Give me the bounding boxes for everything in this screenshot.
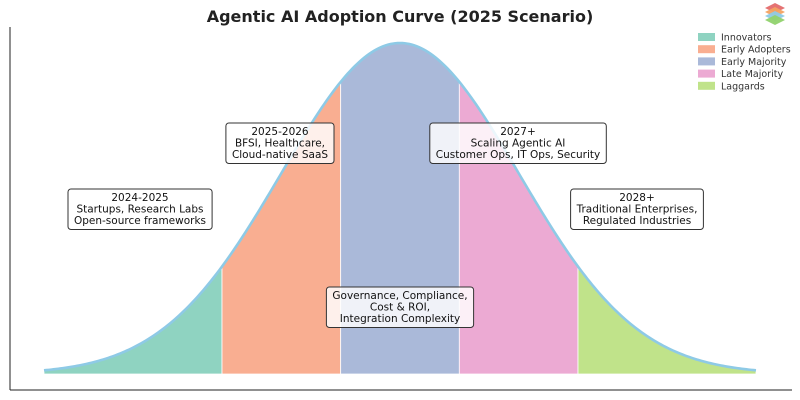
segment-laggards bbox=[577, 265, 757, 375]
annotation-box: Governance, Compliance,Cost & ROI,Integr… bbox=[325, 286, 475, 328]
annotation-line: Cost & ROI, bbox=[370, 302, 430, 314]
legend-swatch bbox=[698, 33, 715, 41]
annotation-frame bbox=[225, 122, 335, 164]
annotation-frame bbox=[325, 286, 475, 328]
annotation-line: Traditional Enterprises, bbox=[576, 204, 698, 216]
chart-title: Agentic AI Adoption Curve (2025 Scenario… bbox=[207, 7, 594, 26]
annotation-line: Open-source frameworks bbox=[74, 215, 206, 227]
annotation-line: Cloud-native SaaS bbox=[232, 149, 328, 161]
annotation-line: 2028+ bbox=[619, 192, 655, 204]
annotation-frame bbox=[570, 188, 704, 230]
legend-label: Early Majority bbox=[721, 57, 787, 68]
annotation-line: Integration Complexity bbox=[340, 313, 461, 325]
annotation-line: 2027+ bbox=[500, 126, 536, 138]
annotation-line: Scaling Agentic AI bbox=[471, 138, 566, 150]
annotation-line: Governance, Compliance, bbox=[332, 290, 467, 302]
adoption-curve-line bbox=[43, 41, 757, 372]
annotation-line: 2025-2026 bbox=[251, 126, 309, 138]
annotation-line: BFSI, Healthcare, bbox=[235, 138, 325, 150]
annotation-frame bbox=[429, 122, 607, 164]
legend-label: Early Adopters bbox=[721, 45, 791, 56]
legend-swatch bbox=[698, 45, 715, 54]
annotation-line: Customer Ops, IT Ops, Security bbox=[436, 149, 600, 161]
legend-swatch bbox=[698, 81, 715, 90]
annotation-line: 2024-2025 bbox=[111, 192, 168, 204]
legend-swatch bbox=[698, 69, 715, 78]
annotation-line: Regulated Industries bbox=[583, 215, 691, 227]
annotation-line: Startups, Research Labs bbox=[76, 204, 203, 216]
legend-label: Laggards bbox=[721, 81, 765, 92]
annotation-box: 2028+Traditional Enterprises,Regulated I… bbox=[570, 188, 704, 230]
legend-label: Innovators bbox=[721, 33, 772, 44]
annotation-frame bbox=[67, 188, 213, 230]
segment-innovators bbox=[43, 265, 223, 375]
layers-icon bbox=[765, 3, 785, 25]
legend-label: Late Majority bbox=[721, 69, 783, 80]
legend-swatch bbox=[698, 57, 715, 66]
